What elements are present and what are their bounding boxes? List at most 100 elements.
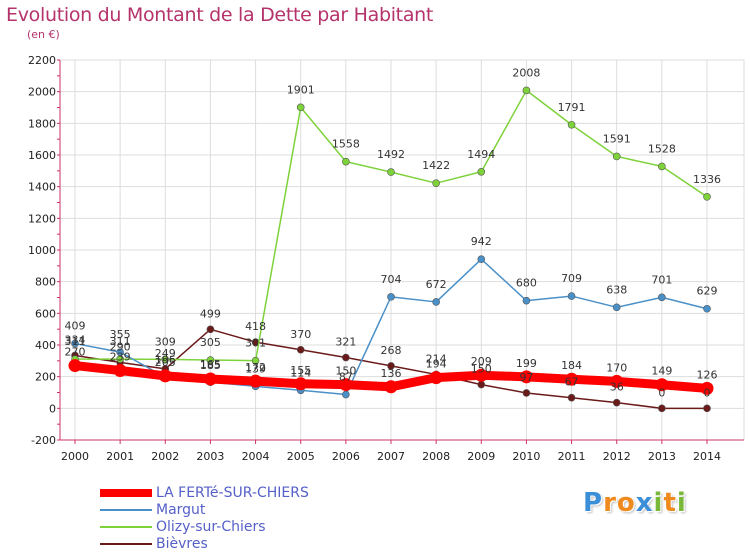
data-point-1: [387, 293, 395, 301]
data-point-1: [658, 293, 666, 302]
data-label-1: 114: [290, 366, 311, 379]
data-label-1: 165: [200, 358, 221, 371]
legend-swatch: [100, 543, 152, 545]
data-label-2: 1591: [603, 132, 631, 145]
x-tick-label: 2006: [332, 450, 360, 463]
data-point-0: [294, 377, 308, 391]
data-label-0: 155: [290, 364, 311, 377]
data-label-1: 701: [651, 273, 672, 286]
y-tick-label: 1600: [28, 149, 56, 162]
data-label-2: 1558: [332, 138, 360, 151]
y-tick-label: 600: [35, 307, 56, 320]
data-point-3: [387, 362, 395, 370]
x-tick-label: 2012: [603, 450, 631, 463]
data-label-3: 268: [381, 344, 402, 357]
data-point-1: [342, 390, 350, 399]
data-point-0: [249, 374, 263, 388]
data-label-2: 1791: [558, 101, 586, 114]
data-point-0: [113, 363, 127, 377]
data-point-3: [567, 393, 576, 402]
x-tick-label: 2014: [693, 450, 721, 463]
data-point-1: [703, 304, 711, 313]
x-tick-label: 2011: [558, 450, 586, 463]
data-point-1: [432, 298, 440, 306]
data-label-0: 185: [200, 359, 221, 372]
data-point-3: [612, 398, 621, 407]
y-tick-label: 1400: [28, 181, 56, 194]
data-point-0: [384, 380, 398, 394]
x-tick-label: 2002: [151, 450, 179, 463]
data-point-2: [432, 179, 440, 187]
data-label-0: 184: [561, 359, 582, 372]
data-point-3: [522, 389, 531, 397]
data-point-1: [567, 292, 576, 300]
data-label-1: 638: [606, 283, 627, 296]
data-point-2: [206, 356, 215, 364]
y-tick-label: 800: [35, 276, 56, 289]
data-label-2: 2008: [512, 66, 540, 79]
data-label-1: 942: [471, 235, 492, 248]
legend-swatch: [100, 489, 152, 497]
data-label-1: 672: [426, 278, 447, 291]
data-point-0: [429, 371, 443, 385]
data-point-2: [251, 356, 260, 365]
data-label-0: 170: [606, 361, 627, 374]
data-label-2: 301: [245, 337, 266, 350]
brand-logo: Proxiti: [583, 488, 687, 518]
data-point-2: [658, 162, 666, 171]
data-point-0: [565, 372, 579, 386]
data-label-3: 499: [200, 307, 221, 320]
data-point-3: [658, 404, 666, 413]
brand-letter: r: [603, 488, 617, 518]
data-label-0: 149: [651, 365, 672, 378]
x-tick-label: 2009: [467, 450, 495, 463]
data-label-2: 1901: [287, 83, 315, 96]
data-point-0: [519, 370, 533, 384]
brand-letter: i: [676, 488, 687, 518]
legend-swatch: [100, 526, 152, 528]
brand-letter: o: [616, 488, 636, 518]
y-tick-label: 200: [35, 371, 56, 384]
data-label-3: 321: [335, 336, 356, 349]
y-tick-label: 1800: [28, 117, 56, 130]
data-point-2: [161, 355, 170, 364]
data-point-1: [612, 303, 621, 312]
legend-label: Olizy-sur-Chiers: [156, 519, 266, 535]
chart-ylabel: (en €): [27, 28, 60, 41]
data-point-0: [655, 378, 669, 392]
data-point-3: [206, 325, 215, 334]
x-tick-label: 2004: [242, 450, 270, 463]
data-point-3: [703, 404, 711, 413]
x-tick-label: 2008: [422, 450, 450, 463]
x-tick-label: 2001: [106, 450, 134, 463]
legend-label: Margut: [156, 502, 206, 518]
data-label-1: 409: [65, 320, 86, 333]
x-tick-label: 2000: [61, 450, 89, 463]
data-label-3: 97: [519, 371, 533, 384]
data-label-0: 126: [697, 368, 718, 381]
data-point-0: [339, 378, 353, 392]
data-label-1: 139: [245, 362, 266, 375]
y-tick-label: 2200: [28, 54, 56, 67]
x-tick-label: 2005: [287, 450, 315, 463]
data-label-1: 680: [516, 277, 537, 290]
data-label-3: 214: [426, 352, 447, 365]
data-label-3: 36: [610, 381, 624, 394]
data-point-2: [703, 193, 711, 201]
data-label-1: 704: [381, 273, 402, 286]
data-point-3: [342, 353, 350, 362]
data-point-0: [700, 381, 714, 395]
data-point-1: [71, 339, 79, 348]
data-label-2: 311: [65, 335, 86, 348]
legend-label: Bièvres: [156, 536, 208, 552]
data-point-2: [387, 168, 395, 176]
data-label-0: 136: [381, 367, 402, 380]
data-point-2: [296, 103, 305, 112]
brand-letter: x: [635, 488, 654, 518]
data-label-1: 709: [561, 272, 582, 285]
data-label-1: 355: [110, 328, 131, 341]
data-label-2: 1528: [648, 142, 676, 155]
y-tick-label: 400: [35, 339, 56, 352]
